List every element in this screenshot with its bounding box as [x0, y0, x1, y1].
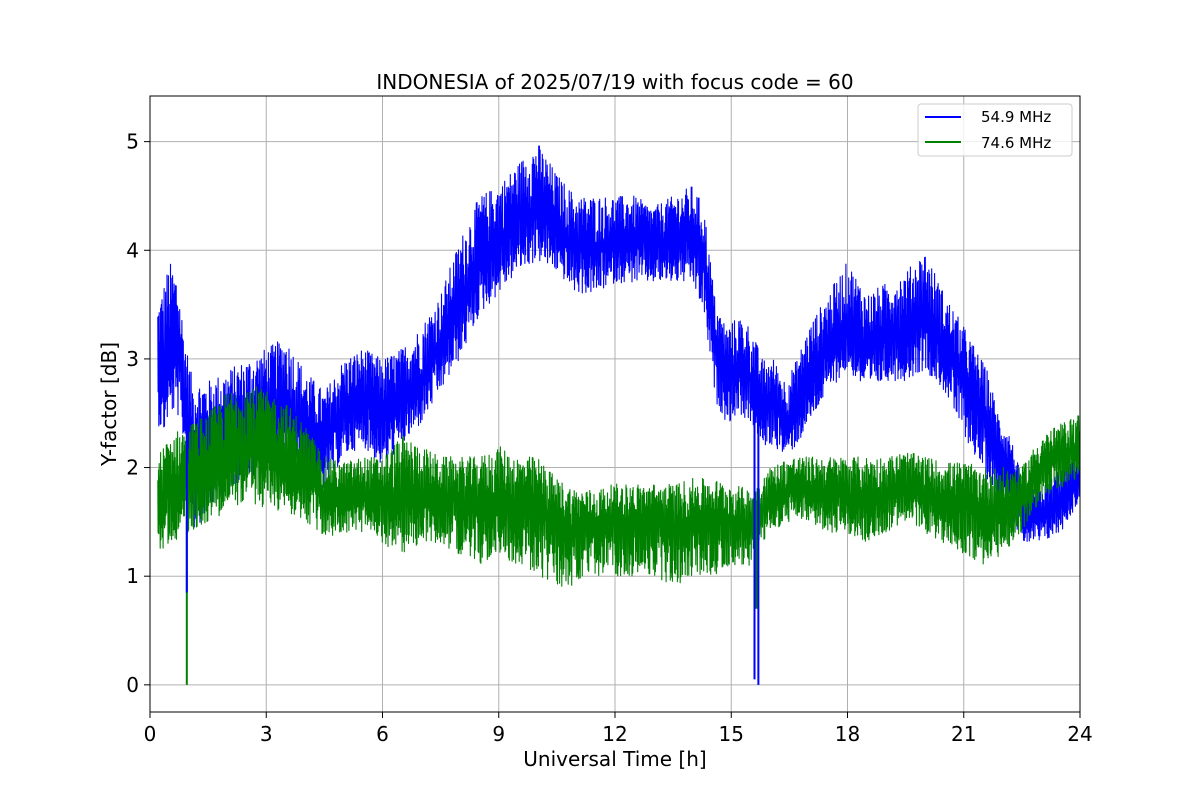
x-tick-label: 18 [835, 722, 860, 746]
legend-label-54-9: 54.9 MHz [981, 108, 1051, 126]
series-74-6-MHz [157, 386, 1081, 685]
y-axis-label: Y-factor [dB] [97, 342, 121, 467]
y-tick-label: 5 [126, 130, 139, 154]
legend: 54.9 MHz 74.6 MHz [917, 103, 1073, 157]
x-tick-label: 12 [602, 722, 627, 746]
x-tick-label: 21 [951, 722, 976, 746]
y-tick-label: 2 [126, 456, 139, 480]
x-axis: 0 3 6 9 12 15 18 21 24 [144, 712, 1093, 746]
chart-title: INDONESIA of 2025/07/19 with focus code … [376, 70, 853, 94]
series-line [157, 386, 1081, 587]
legend-label-74-6: 74.6 MHz [981, 134, 1051, 152]
x-tick-label: 9 [492, 722, 505, 746]
x-tick-label: 0 [144, 722, 157, 746]
x-tick-label: 15 [719, 722, 744, 746]
y-axis: 0 1 2 3 4 5 [126, 130, 150, 697]
x-axis-label: Universal Time [h] [523, 747, 706, 771]
x-tick-label: 6 [376, 722, 389, 746]
x-tick-label: 3 [260, 722, 273, 746]
x-tick-label: 24 [1067, 722, 1092, 746]
y-tick-label: 4 [126, 238, 139, 262]
y-tick-label: 3 [126, 347, 139, 371]
y-tick-label: 0 [126, 673, 139, 697]
y-tick-label: 1 [126, 564, 139, 588]
plot-area [157, 145, 1081, 685]
